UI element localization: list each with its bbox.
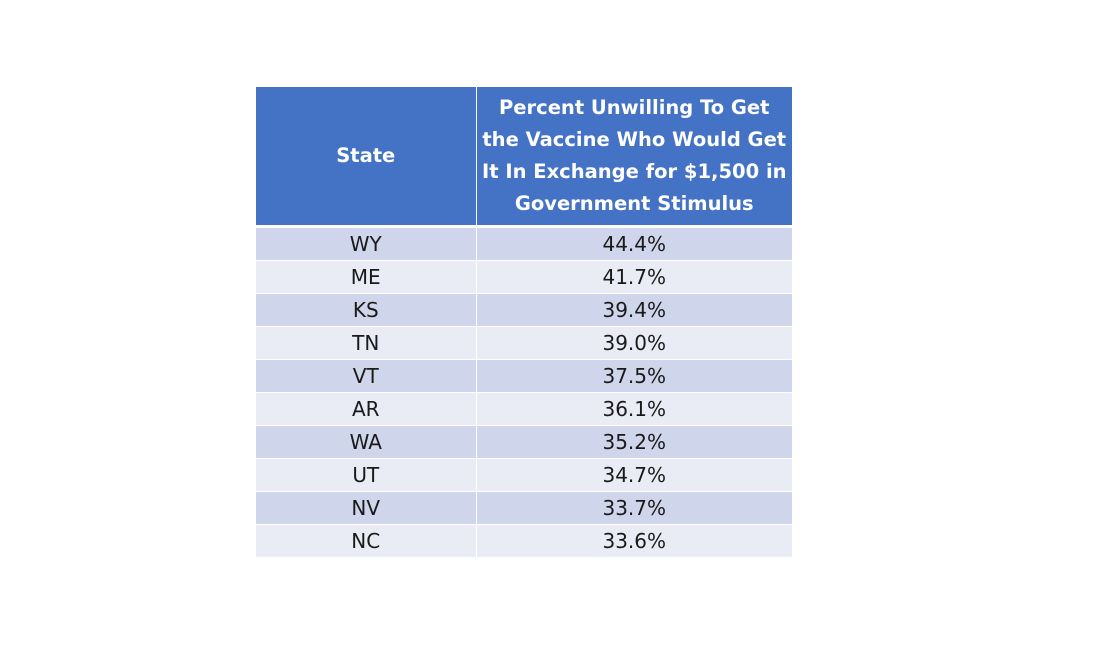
table-row: ME 41.7% [256,260,792,294]
table-header: State Percent Unwilling To Get the Vacci… [256,87,792,228]
table-row: KS 39.4% [256,293,792,327]
state-percent-table: State Percent Unwilling To Get the Vacci… [256,87,792,558]
percent-cell: 35.2% [475,425,792,459]
table-row: AR 36.1% [256,392,792,426]
percent-cell: 34.7% [475,458,792,492]
state-cell: TN [256,326,476,360]
percent-cell: 41.7% [475,260,792,294]
data-table-container: State Percent Unwilling To Get the Vacci… [256,87,792,558]
percent-cell: 39.0% [475,326,792,360]
table-row: UT 34.7% [256,458,792,492]
percent-cell: 37.5% [475,359,792,393]
table-row: WA 35.2% [256,425,792,459]
state-cell: UT [256,458,476,492]
percent-cell: 39.4% [475,293,792,327]
state-cell: ME [256,260,476,294]
table-body: WY 44.4% ME 41.7% KS 39.4% TN 39.0% VT 37.5% AR 36.… [256,226,792,558]
state-cell: WA [256,425,476,459]
table-row: WY 44.4% [256,226,792,261]
state-cell: AR [256,392,476,426]
percent-cell: 33.6% [475,524,792,558]
state-cell: KS [256,293,476,327]
state-cell: NC [256,524,476,558]
state-column-header: State [256,87,476,228]
percent-cell: 36.1% [475,392,792,426]
state-cell: WY [256,226,476,261]
table-row: NC 33.6% [256,524,792,558]
percent-cell: 44.4% [475,226,792,261]
table-row: NV 33.7% [256,491,792,525]
header-row: State Percent Unwilling To Get the Vacci… [256,87,792,228]
percent-column-header: Percent Unwilling To Get the Vaccine Who… [475,87,792,228]
table-row: VT 37.5% [256,359,792,393]
percent-cell: 33.7% [475,491,792,525]
state-cell: NV [256,491,476,525]
state-cell: VT [256,359,476,393]
table-row: TN 39.0% [256,326,792,360]
